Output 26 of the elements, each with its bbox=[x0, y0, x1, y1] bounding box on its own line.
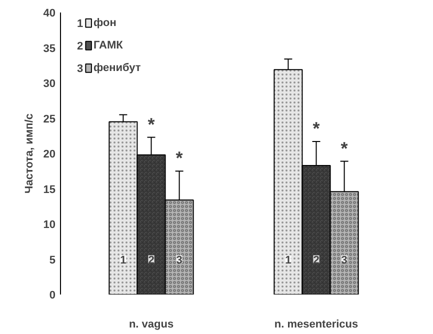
y-tick-label: 30 bbox=[43, 78, 56, 90]
annotation: * bbox=[312, 118, 320, 139]
y-tick-label: 5 bbox=[49, 254, 56, 266]
y-tick-label: 40 bbox=[43, 8, 56, 20]
x-tick-label: n. vagus bbox=[128, 318, 174, 330]
y-tick-label: 10 bbox=[43, 219, 56, 231]
annotation: * bbox=[176, 148, 183, 168]
text: 2 bbox=[77, 40, 84, 53]
legend-label: фенибут bbox=[94, 62, 142, 74]
legend-label: фон bbox=[94, 17, 116, 30]
y-tick-label: 25 bbox=[43, 113, 56, 126]
annotation: * bbox=[148, 114, 155, 134]
annotation: 1 bbox=[285, 254, 292, 266]
annotation: * bbox=[340, 138, 348, 158]
y-axis-title: Частота, имп/с bbox=[23, 113, 36, 194]
text: 3 bbox=[77, 63, 84, 76]
annotation: 3 bbox=[341, 254, 348, 266]
y-tick-label: 20 bbox=[43, 148, 56, 160]
y-tick-label: 35 bbox=[43, 42, 56, 55]
text: 1 bbox=[77, 18, 84, 30]
annotation: 1 bbox=[120, 254, 126, 266]
legend-label: ГАМК bbox=[94, 40, 124, 52]
y-tick-label: 0 bbox=[49, 290, 56, 302]
y-tick-label: 15 bbox=[43, 184, 56, 196]
annotation: 3 bbox=[176, 254, 182, 266]
x-tick-label: n. mesentericus bbox=[274, 318, 358, 330]
